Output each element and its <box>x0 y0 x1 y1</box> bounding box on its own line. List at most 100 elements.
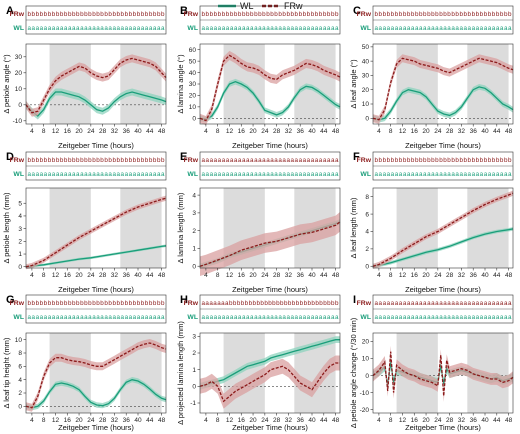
plot-frame <box>199 332 341 414</box>
x-tick-label: 16 <box>64 272 72 279</box>
y-axis-label: Δ petiole angle (°) <box>2 54 11 114</box>
sig-letters-frw: bbbbbbbbbbbbbbbbbbbbbbbbbbbbbbbbbb <box>375 157 512 164</box>
y-tick-label: 8 <box>18 350 22 357</box>
sig-group-wl: WL <box>187 25 198 32</box>
x-tick-label: 4 <box>204 128 208 135</box>
y-tick-label: 2 <box>192 228 196 235</box>
x-tick-label: 44 <box>493 417 501 424</box>
x-tick-label: 28 <box>446 128 454 135</box>
sig-group-wl: WL <box>187 314 198 321</box>
x-tick-label: 44 <box>493 128 501 135</box>
band-frw <box>373 54 513 124</box>
x-axis-label: Zeitgeber Time (hours) <box>232 141 308 150</box>
x-tick-label: 40 <box>134 272 142 279</box>
panel-letter: D <box>6 151 14 163</box>
y-tick-label: 0 <box>192 263 196 270</box>
x-axis-label: Zeitgeber Time (hours) <box>405 141 481 150</box>
y-tick-label: 8 <box>365 194 369 201</box>
panel-letter: G <box>6 294 15 306</box>
series-line-frw <box>25 57 167 114</box>
x-tick-label: 36 <box>123 417 131 424</box>
sig-group-wl: WL <box>360 314 371 321</box>
sig-letters-frw: aaaaaaabbbbbbbbbbbbbbbbbbbbbbbbbbbb <box>202 300 339 307</box>
night-shade <box>467 188 509 268</box>
sig-letters-wl: aaaaaaaaaaaaaaaaaaaaaaaaaaaaaaaaaa <box>28 171 165 178</box>
x-tick-label: 16 <box>238 272 246 279</box>
x-tick-label: 8 <box>389 272 393 279</box>
x-tick-label: 16 <box>411 417 419 424</box>
x-tick-label: 12 <box>226 272 234 279</box>
plot-frame <box>25 43 167 125</box>
y-tick-label: 60 <box>189 47 197 54</box>
series-line-frw <box>199 362 340 403</box>
y-tick-label: 10 <box>362 101 370 108</box>
y-tick-label: 10 <box>15 86 23 93</box>
x-tick-label: 12 <box>399 417 407 424</box>
band-wl <box>373 84 513 123</box>
x-tick-label: 48 <box>332 272 340 279</box>
x-tick-label: 48 <box>158 417 166 424</box>
series-line-frw <box>199 54 341 122</box>
y-tick-label: 30 <box>362 73 370 80</box>
x-tick-label: 4 <box>377 128 381 135</box>
x-tick-label: 12 <box>399 128 407 135</box>
y-tick-label: 3 <box>18 226 22 233</box>
plot-frame <box>25 187 167 269</box>
y-tick-label: 0 <box>365 263 369 270</box>
y-tick-label: 1 <box>192 246 196 253</box>
sig-letters-frw: bbbbbbbbbbbbbbbbbbbbbbbbbbbbbbbbbb <box>375 11 512 18</box>
x-tick-label: 24 <box>87 128 95 135</box>
series-line-wl <box>199 81 341 121</box>
y-tick-label: 30 <box>189 81 197 88</box>
y-tick-label: 5 <box>18 200 22 207</box>
x-tick-label: 16 <box>238 417 246 424</box>
x-tick-label: 20 <box>422 128 430 135</box>
sig-group-wl: WL <box>13 25 24 32</box>
x-tick-label: 44 <box>146 417 154 424</box>
x-tick-label: 40 <box>308 272 316 279</box>
x-tick-label: 8 <box>42 417 46 424</box>
x-tick-label: 24 <box>261 272 269 279</box>
y-tick-label: 0 <box>365 373 369 380</box>
series-line-frw <box>372 351 514 397</box>
series-line-wl <box>372 228 514 267</box>
y-tick-label: 50 <box>189 58 197 65</box>
x-tick-label: 8 <box>42 128 46 135</box>
band-frw <box>200 212 340 276</box>
y-tick-label: 3 <box>192 334 196 341</box>
x-tick-label: 36 <box>470 128 478 135</box>
y-tick-label: -20 <box>360 407 370 414</box>
x-tick-label: 40 <box>308 128 316 135</box>
sig-letters-frw: bbbbbbbbbbbbbbbbbbbbbbbbbbbbbbbbbb <box>28 11 165 18</box>
x-tick-label: 8 <box>216 128 220 135</box>
night-shade <box>49 188 91 268</box>
x-tick-label: 32 <box>458 272 466 279</box>
x-axis-label: Zeitgeber Time (hours) <box>232 423 308 432</box>
sig-group-frw: FRw <box>184 11 199 18</box>
x-tick-label: 48 <box>505 128 513 135</box>
y-axis-label: Δ leaf tip height (mm) <box>2 337 11 408</box>
x-axis-label: Zeitgeber Time (hours) <box>405 423 481 432</box>
sig-letters-wl: aaaaaaaaaaaaaaaaaaaaaaaaaaaaaaaaaa <box>375 171 512 178</box>
x-tick-label: 20 <box>75 128 83 135</box>
y-tick-label: 4 <box>365 229 369 236</box>
x-tick-label: 48 <box>158 272 166 279</box>
sig-letters-wl: aaaaaaaaaaaaaaaaaaaaaaaaaaaaaaaaaa <box>202 314 339 321</box>
x-tick-label: 16 <box>64 128 72 135</box>
y-tick-label: 40 <box>362 58 370 65</box>
sig-letters-frw: bbbbbbbbbbbbbbbbbbbbbbbbbbbbbbbbbb <box>28 300 165 307</box>
sig-letters-wl: aaaaaaaaaaaaaaaaaaaaaaaaaaaaaaaaaa <box>375 314 512 321</box>
x-tick-label: 28 <box>99 417 107 424</box>
plot-frame <box>372 187 514 269</box>
sig-letters-wl: aaaaaaaaaaaaaaaaaaaaaaaaaaaaaaaaaa <box>28 314 165 321</box>
x-tick-label: 28 <box>446 417 454 424</box>
y-tick-label: 3 <box>192 210 196 217</box>
x-tick-label: 4 <box>377 417 381 424</box>
x-tick-label: 20 <box>249 128 257 135</box>
x-tick-label: 20 <box>422 272 430 279</box>
band-wl <box>26 88 166 120</box>
y-tick-label: 0 <box>192 384 196 391</box>
